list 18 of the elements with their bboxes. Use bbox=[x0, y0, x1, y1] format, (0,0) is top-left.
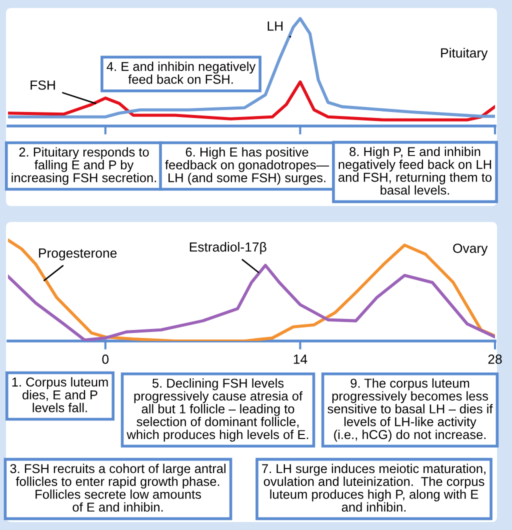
x-tick-label: 14 bbox=[294, 354, 308, 364]
series-label: FSH bbox=[30, 80, 55, 90]
series-label: Estradiol-17β bbox=[190, 242, 266, 254]
x-tick-label: 0 bbox=[102, 354, 109, 364]
text: 2. Pituitary responds to falling E and P by increasing FSH secretion. bbox=[12, 147, 156, 185]
text: 7. LH surge induces meiotic maturation, ovulation and luteinization. The corpus luteum produces high P, along with E and inhibin. bbox=[262, 464, 486, 512]
text: Pituitary bbox=[441, 48, 488, 60]
text: 9. The corpus luteum progressively becomes less sensitive to basal LH – dies if levels of LH-like activity (i.e., hCG) do not increase. bbox=[328, 378, 493, 442]
chart-title: Ovary bbox=[453, 244, 488, 256]
annotation: 4. E and inhibin negatively feed back on FSH. bbox=[106, 62, 256, 84]
x-tick-label: 28 bbox=[488, 354, 502, 364]
text: 8. High P, E and inhibin negatively feed back on LH and FSH, returning them to basal levels. bbox=[338, 146, 492, 195]
text: 3. FSH recruits a cohort of large antral follicles to enter rapid growth phase. Follicles secrete low amounts of E and inhibin. bbox=[10, 464, 226, 512]
series-label: Progesterone bbox=[39, 248, 117, 260]
text: 1. Corpus luteum dies, E and P levels fall. bbox=[12, 377, 108, 412]
series-label: LH bbox=[268, 22, 283, 31]
text: 6. High E has positive feedback on gonadotropes— LH (and some FSH) surges. bbox=[165, 147, 330, 185]
text: 5. Declining FSH levels progressively cause atresia of all but 1 follicle – leading to selection of dominant follicle, which produces high levels of E. bbox=[126, 378, 308, 442]
